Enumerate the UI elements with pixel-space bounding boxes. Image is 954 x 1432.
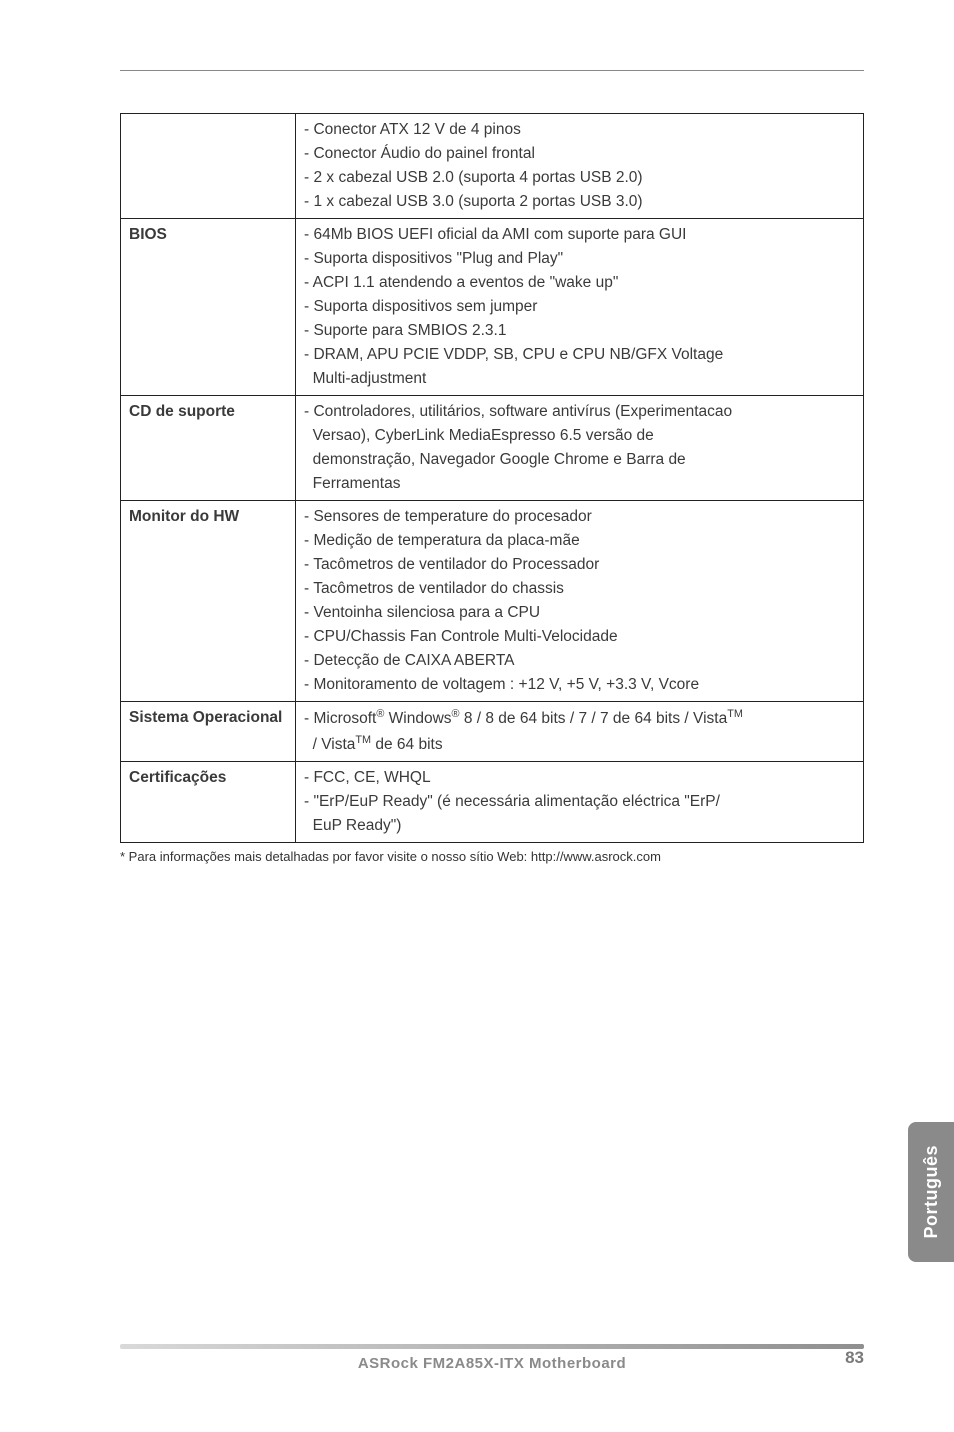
table-row: Sistema Operacional- Microsoft® Windows®…: [121, 702, 864, 761]
row-content: - Sensores de temperature do procesador-…: [296, 501, 864, 702]
footnote-text: * Para informações mais detalhadas por f…: [120, 849, 531, 864]
table-row: Monitor do HW- Sensores de temperature d…: [121, 501, 864, 702]
row-label: Sistema Operacional: [121, 702, 296, 761]
row-content: - Conector ATX 12 V de 4 pinos- Conector…: [296, 114, 864, 219]
footnote-link[interactable]: http://www.asrock.com: [531, 849, 661, 864]
table-row: - Conector ATX 12 V de 4 pinos- Conector…: [121, 114, 864, 219]
row-label: [121, 114, 296, 219]
row-content: - FCC, CE, WHQL- "ErP/EuP Ready" (é nece…: [296, 761, 864, 842]
top-rule: [120, 70, 864, 71]
row-content: - Controladores, utilitários, software a…: [296, 396, 864, 501]
table-row: Certificações- FCC, CE, WHQL- "ErP/EuP R…: [121, 761, 864, 842]
row-label: CD de suporte: [121, 396, 296, 501]
row-content: - 64Mb BIOS UEFI oficial da AMI com supo…: [296, 219, 864, 396]
footer: ASRock FM2A85X-ITX Motherboard: [120, 1344, 864, 1372]
row-label: Monitor do HW: [121, 501, 296, 702]
table-row: CD de suporte- Controladores, utilitário…: [121, 396, 864, 501]
row-content: - Microsoft® Windows® 8 / 8 de 64 bits /…: [296, 702, 864, 761]
language-tab: Português: [908, 1122, 954, 1262]
footer-text: ASRock FM2A85X-ITX Motherboard: [120, 1355, 864, 1372]
row-label: Certificações: [121, 761, 296, 842]
page-number: 83: [845, 1348, 864, 1368]
table-row: BIOS- 64Mb BIOS UEFI oficial da AMI com …: [121, 219, 864, 396]
spec-table: - Conector ATX 12 V de 4 pinos- Conector…: [120, 113, 864, 843]
footer-rule: [120, 1344, 864, 1349]
row-label: BIOS: [121, 219, 296, 396]
footnote: * Para informações mais detalhadas por f…: [120, 849, 864, 864]
language-tab-label: Português: [921, 1145, 942, 1239]
